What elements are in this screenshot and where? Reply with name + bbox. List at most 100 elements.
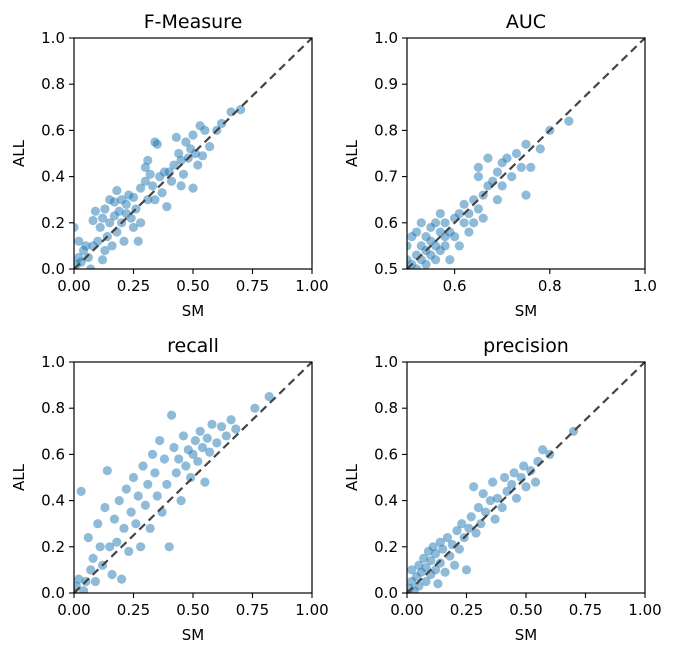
data-point	[457, 519, 467, 529]
data-point	[428, 542, 438, 552]
data-point	[538, 445, 548, 455]
data-point	[176, 496, 186, 506]
data-point	[152, 139, 162, 149]
data-point	[124, 546, 134, 557]
x-tick-label: 0.25	[117, 277, 150, 295]
data-point	[193, 456, 203, 466]
x-tick-label: 1.00	[628, 601, 661, 619]
diagonal-line	[73, 361, 313, 594]
diagonal-line	[406, 37, 646, 270]
y-tick-label: 0.7	[374, 168, 398, 186]
data-point	[95, 542, 105, 552]
data-point	[162, 202, 172, 212]
x-tick-label: 0.00	[57, 601, 90, 619]
y-tick-label: 0.0	[41, 260, 65, 278]
data-point	[450, 232, 460, 242]
data-point	[497, 502, 507, 513]
scatter-points	[407, 116, 574, 269]
x-tick-label: 0.50	[176, 277, 209, 295]
data-point	[143, 479, 153, 490]
data-point	[74, 574, 84, 584]
data-point	[471, 528, 481, 538]
chart-title: precision	[483, 335, 569, 357]
x-tick-label: 0.25	[117, 601, 150, 619]
data-point	[145, 169, 155, 179]
data-point	[178, 431, 189, 441]
data-point	[143, 195, 153, 205]
data-point	[181, 137, 191, 147]
data-point	[140, 162, 150, 172]
data-point	[459, 199, 469, 209]
data-point	[74, 236, 84, 246]
data-point	[414, 560, 424, 570]
data-point	[176, 181, 186, 191]
data-point	[469, 482, 479, 492]
subplot-1: 0.00 0.25 0.50 0.75 1.00 0.0 0.2 0.4 0.6 0.8 1.0 F-…	[10, 11, 329, 320]
data-point	[190, 435, 200, 446]
x-axis-label: SM	[182, 626, 204, 644]
data-point	[114, 206, 124, 216]
data-point	[166, 410, 177, 420]
data-point	[478, 213, 488, 223]
y-tick-label: 1.0	[374, 353, 398, 371]
data-point	[407, 565, 417, 575]
data-point	[128, 472, 139, 483]
data-point	[430, 565, 441, 575]
data-point	[438, 544, 448, 554]
data-point	[216, 422, 227, 432]
x-tick-label: 1.00	[295, 601, 328, 619]
y-axis-label: ALL	[10, 463, 28, 491]
data-point	[86, 565, 96, 575]
data-point	[440, 241, 450, 251]
data-point	[128, 222, 139, 233]
data-point	[90, 576, 101, 587]
data-point	[169, 442, 179, 453]
data-point	[136, 542, 146, 552]
y-axis-label: ALL	[343, 139, 361, 167]
data-point	[480, 507, 491, 517]
data-point	[93, 519, 103, 529]
data-point	[476, 519, 486, 529]
data-point	[445, 255, 455, 265]
data-point	[200, 477, 210, 487]
data-point	[250, 403, 260, 413]
data-point	[426, 556, 436, 566]
data-point	[150, 195, 160, 205]
data-point	[136, 218, 146, 228]
x-tick-label: 1.00	[295, 277, 328, 295]
plot-frame	[406, 361, 646, 594]
data-point	[188, 130, 198, 140]
data-point	[119, 236, 129, 246]
data-point	[205, 447, 215, 457]
y-tick-label: 0.8	[41, 399, 65, 417]
data-point	[74, 222, 79, 233]
data-point	[176, 155, 186, 166]
data-point	[100, 204, 110, 214]
data-point	[126, 213, 136, 223]
chart-title: AUC	[506, 11, 546, 33]
data-point	[530, 477, 541, 487]
x-tick-label: 0.6	[443, 277, 467, 295]
data-point	[535, 144, 545, 154]
data-point	[509, 468, 519, 478]
data-point	[207, 419, 217, 429]
y-tick-label: 1.0	[41, 353, 65, 371]
y-tick-label: 0.4	[41, 168, 65, 186]
diagonal-line	[73, 37, 313, 270]
data-point	[442, 532, 453, 543]
y-tick-label: 0.6	[41, 121, 65, 139]
x-tick-label: 0.75	[236, 601, 269, 619]
chart-title: recall	[167, 335, 219, 357]
data-point	[150, 468, 160, 478]
data-point	[105, 218, 115, 228]
data-point	[188, 183, 198, 193]
subplot-4: 0.00 0.25 0.50 0.75 1.00 0.0 0.2 0.4 0.6 0.8 1.0 pr…	[343, 335, 662, 644]
x-tick-label: 0.50	[509, 601, 542, 619]
y-tick-label: 0.6	[374, 214, 398, 232]
data-point	[490, 514, 500, 524]
data-point	[473, 162, 483, 172]
y-tick-label: 0.6	[41, 445, 65, 463]
data-point	[483, 153, 493, 163]
data-point	[499, 472, 510, 483]
data-point	[107, 241, 117, 251]
